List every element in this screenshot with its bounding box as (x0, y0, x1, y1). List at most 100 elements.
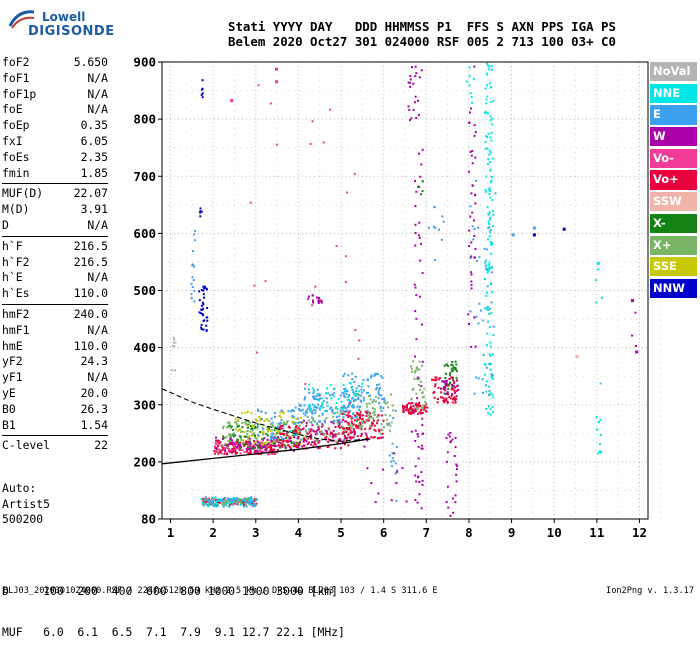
echo-point (227, 505, 230, 508)
echo-point (375, 388, 377, 391)
echo-point (418, 411, 421, 414)
echo-point (193, 289, 196, 292)
echo-point (358, 413, 361, 416)
echo-point (457, 388, 460, 391)
echo-point (343, 429, 346, 432)
echo-point (204, 501, 207, 504)
echo-point (412, 412, 415, 415)
echo-point (298, 433, 301, 435)
echo-point (220, 452, 223, 455)
echo-point (336, 433, 339, 436)
echo-point (246, 420, 249, 423)
echo-point (213, 449, 216, 452)
echo-point (413, 283, 416, 286)
echo-point (356, 435, 359, 438)
echo-point (415, 317, 418, 320)
echo-point (410, 405, 412, 408)
echo-point (488, 313, 491, 315)
echo-point (346, 421, 349, 424)
echo-point (489, 368, 492, 371)
echo-point (350, 405, 353, 408)
echo-point (454, 446, 457, 449)
echo-point (492, 210, 494, 212)
echo-point (296, 427, 299, 430)
echo-point (468, 122, 471, 125)
echo-point (370, 424, 373, 427)
echo-point (246, 436, 249, 438)
echo-point (421, 444, 424, 447)
param-value: 0.35 (80, 118, 108, 133)
echo-point (320, 433, 323, 436)
echo-point (418, 384, 420, 386)
echo-point (325, 417, 328, 420)
echo-point (409, 412, 412, 415)
echo-point (215, 436, 217, 439)
echo-point (471, 150, 474, 152)
echo-point (269, 429, 272, 432)
echo-point (383, 426, 385, 429)
echo-point (275, 437, 278, 440)
echo-point (455, 370, 458, 373)
echo-point (418, 481, 421, 483)
echo-point (309, 143, 312, 145)
echo-point (348, 409, 351, 412)
echo-point (316, 432, 319, 435)
echo-point (488, 263, 491, 266)
echo-point (255, 502, 258, 505)
echo-point (484, 87, 487, 90)
echo-point (247, 423, 250, 426)
echo-point (298, 431, 301, 434)
param-label: C-level (2, 438, 51, 453)
echo-point (259, 431, 262, 434)
echo-point (245, 441, 248, 444)
echo-point (446, 392, 449, 395)
echo-point (360, 388, 363, 391)
echo-point (358, 438, 360, 441)
echo-point (332, 415, 335, 418)
echo-point (488, 394, 491, 397)
echo-point (309, 407, 312, 410)
echo-point (311, 412, 314, 415)
echo-point (229, 501, 232, 503)
echo-point (345, 414, 348, 417)
echo-point (436, 398, 439, 400)
echo-point (376, 420, 378, 423)
echo-point (416, 433, 419, 435)
param-separator (2, 303, 108, 305)
echo-point (488, 82, 491, 85)
echo-point (492, 213, 495, 216)
echo-point (485, 294, 488, 297)
echo-point (424, 404, 427, 407)
echo-point (257, 408, 259, 411)
echo-point (345, 427, 348, 429)
echo-point (415, 338, 418, 341)
echo-point (246, 430, 249, 432)
echo-point (347, 405, 350, 408)
echo-point (259, 449, 262, 452)
echo-point (258, 415, 261, 418)
echo-point (235, 428, 237, 431)
y-tick-label: 300 (133, 397, 156, 412)
echo-point (452, 385, 455, 388)
echo-point (421, 483, 424, 486)
echo-point (201, 313, 204, 315)
echo-point (434, 385, 436, 388)
echo-point (599, 382, 602, 385)
echo-point (336, 421, 339, 424)
echo-point (486, 248, 489, 251)
echo-point (438, 377, 441, 380)
echo-point (341, 407, 344, 410)
echo-point (443, 380, 446, 383)
echo-point (468, 229, 471, 232)
echo-point (365, 420, 368, 423)
echo-point (445, 379, 448, 382)
echo-point (246, 446, 249, 449)
echo-point (361, 391, 364, 394)
echo-point (421, 323, 423, 326)
echo-point (249, 430, 252, 433)
echo-point (418, 378, 421, 381)
echo-point (378, 394, 381, 397)
echo-point (353, 172, 356, 175)
echo-point (247, 437, 250, 440)
echo-point (394, 409, 397, 412)
